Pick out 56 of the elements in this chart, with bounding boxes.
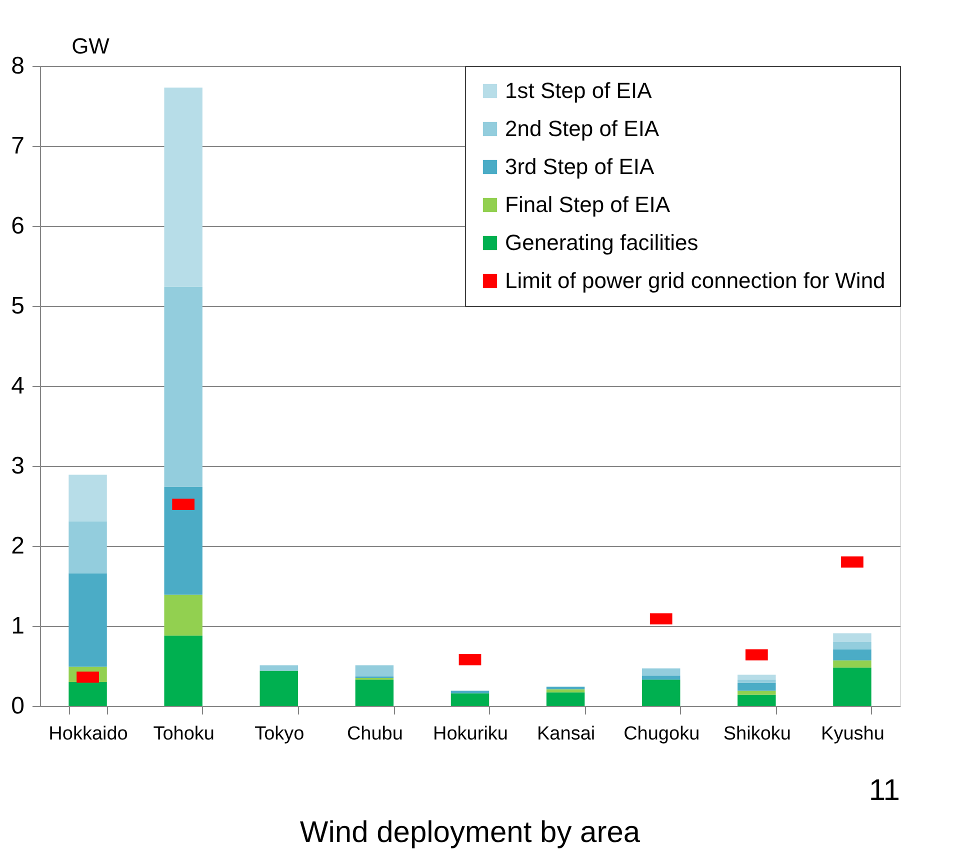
x-tick-label: Hokuriku <box>433 724 508 744</box>
bar <box>164 88 202 287</box>
x-tick-label: Chugoku <box>624 724 700 744</box>
y-tick-label: 1 <box>11 612 24 640</box>
x-tick-label: Kyushu <box>821 724 884 744</box>
bar <box>738 690 776 695</box>
y-tick-label: 0 <box>11 692 24 720</box>
y-tick-label: 8 <box>11 52 24 80</box>
y-tick-label: 5 <box>11 292 24 320</box>
y-tick-label: 4 <box>11 372 24 400</box>
bar <box>833 668 872 706</box>
bar <box>833 633 872 642</box>
bar <box>260 665 298 671</box>
bar <box>68 521 107 574</box>
text: 11 <box>868 774 900 807</box>
x-tick-label: Hokkaido <box>48 724 128 744</box>
bar <box>355 665 394 676</box>
bar <box>642 680 680 706</box>
bar <box>355 680 394 706</box>
bar <box>164 486 202 595</box>
legend-label: 3rd Step of EIA <box>505 154 655 179</box>
bar <box>642 668 680 676</box>
x-tick-label: Shikoku <box>723 724 791 744</box>
bar <box>833 642 872 650</box>
x-tick-label: Tokyo <box>254 724 304 744</box>
y-tick-label: 7 <box>11 132 24 160</box>
legend-label: Generating facilities <box>505 230 698 255</box>
legend-label: 2nd Step of EIA <box>505 116 660 141</box>
bar <box>546 692 585 706</box>
bar <box>450 693 490 706</box>
bar <box>738 680 776 683</box>
bar <box>833 649 872 660</box>
bar <box>164 636 202 706</box>
bar <box>642 676 680 680</box>
y-tick-label: 2 <box>11 532 24 560</box>
y-tick-label: 6 <box>11 212 24 240</box>
text: Wind deployment by area <box>300 816 640 849</box>
bar <box>260 670 298 706</box>
legend-label: Final Step of EIA <box>505 192 670 217</box>
bar <box>833 660 872 668</box>
x-tick-label: Chubu <box>346 724 403 744</box>
legend-label: Limit of power grid connection for Wind <box>505 268 886 293</box>
bar <box>164 594 202 636</box>
bar <box>738 674 776 680</box>
bar <box>68 474 107 522</box>
bar <box>68 682 107 706</box>
bar <box>738 694 776 706</box>
bar <box>68 573 107 667</box>
bar <box>738 682 776 691</box>
x-tick-label: Kansai <box>537 724 596 744</box>
legend-label: 1st Step of EIA <box>505 78 652 103</box>
y-axis-title: GW <box>72 34 110 58</box>
bar <box>546 689 585 692</box>
x-tick-label: Tohoku <box>153 724 214 744</box>
bar <box>164 286 202 487</box>
y-tick-label: 3 <box>11 452 24 480</box>
